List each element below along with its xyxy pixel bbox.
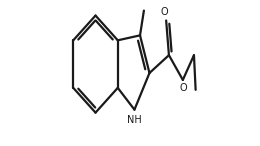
Text: NH: NH bbox=[127, 115, 142, 125]
Text: O: O bbox=[179, 83, 187, 93]
Text: O: O bbox=[161, 7, 168, 17]
